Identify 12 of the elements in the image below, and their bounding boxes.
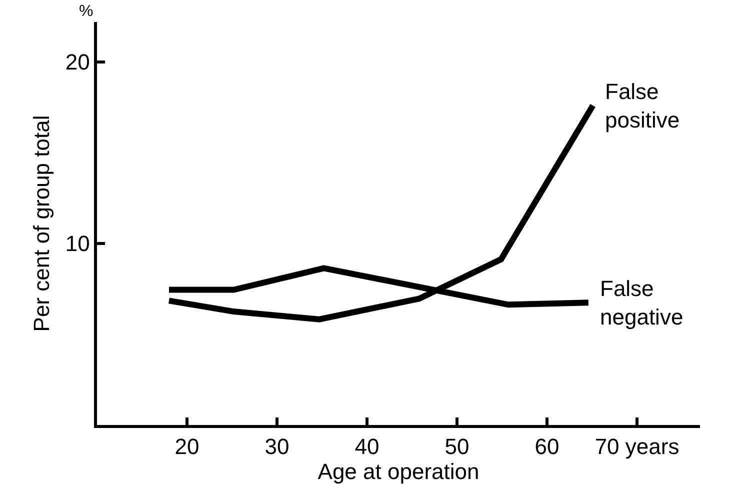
x-tick-label: 60	[534, 434, 560, 460]
x-tick-label: 20	[174, 434, 200, 460]
y-axis-title: Per cent of group total	[29, 115, 54, 332]
x-tick-label: 70 years	[594, 434, 680, 460]
text: %	[79, 3, 94, 20]
series-label: False negative	[600, 276, 684, 330]
x-tick-label: 50	[444, 434, 470, 460]
x-axis-title: Age at operation	[318, 459, 480, 484]
y-tick-label: 10	[65, 231, 90, 256]
x-tick-label: 40	[354, 434, 380, 460]
series-label: False positive	[605, 79, 680, 133]
x-tick-label: 30	[264, 434, 290, 460]
